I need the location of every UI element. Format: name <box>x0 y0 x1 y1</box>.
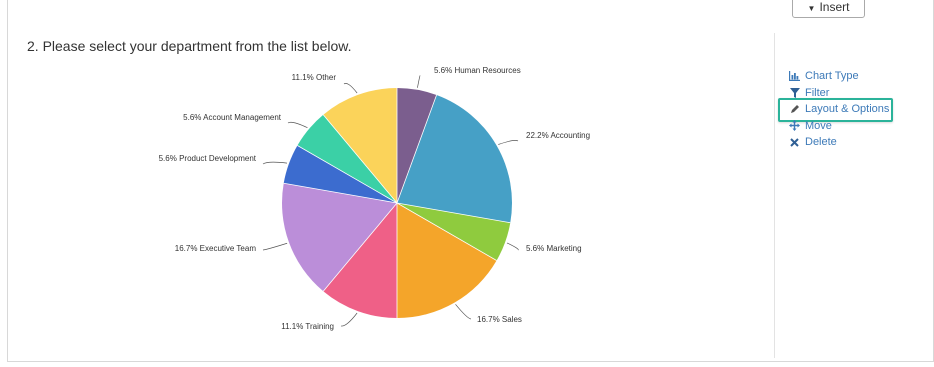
pie-slice <box>283 145 397 203</box>
slice-separator <box>322 202 398 292</box>
bar-chart-icon <box>786 71 803 82</box>
chart-options-menu: Chart Type Filter Layout & Options Move … <box>786 68 889 151</box>
slice-label: 5.6% Account Management <box>183 113 282 122</box>
leader-line <box>343 83 358 94</box>
slice-separator <box>396 94 437 204</box>
insert-label: Insert <box>819 0 850 14</box>
pie-slice <box>323 88 397 203</box>
insert-button[interactable]: ▼ Insert <box>792 0 865 18</box>
pie-slice <box>397 203 511 261</box>
filter-icon <box>786 87 803 98</box>
slice-separator <box>283 182 398 204</box>
leader-line <box>262 161 288 165</box>
menu-item-label: Filter <box>805 86 830 99</box>
leader-line <box>287 121 308 129</box>
x-icon <box>786 138 803 147</box>
slice-label: 5.6% Marketing <box>526 244 582 253</box>
pie-slice <box>297 114 397 203</box>
pie-slice <box>282 183 397 292</box>
slice-separator <box>322 114 398 204</box>
slice-label: 11.1% Other <box>292 73 337 82</box>
menu-item-label: Layout & Options <box>805 103 890 116</box>
pie-slice <box>397 88 437 203</box>
question-title: 2. Please select your department from th… <box>27 38 352 54</box>
highlight-box <box>778 98 893 122</box>
leader-line <box>498 140 519 145</box>
slice-label: 5.6% Human Resources <box>434 66 521 75</box>
slice-separator <box>297 145 398 204</box>
slice-label: 11.1% Training <box>281 322 334 331</box>
slice-label: 22.2% Accounting <box>526 131 590 140</box>
menu-item-chart-type[interactable]: Chart Type <box>786 68 889 85</box>
menu-item-label: Delete <box>805 136 837 149</box>
move-icon <box>786 120 803 132</box>
pie-slice <box>397 203 497 318</box>
menu-item-label: Chart Type <box>805 70 859 83</box>
menu-item-filter[interactable]: Filter <box>786 85 889 102</box>
slice-separator <box>396 202 497 261</box>
slice-label: 16.7% Executive Team <box>175 244 257 253</box>
leader-line <box>340 312 358 327</box>
menu-item-label: Move <box>805 119 832 132</box>
leader-line <box>262 242 288 251</box>
slice-separator <box>396 202 511 224</box>
slice-label: 16.7% Sales <box>477 315 522 324</box>
leader-line <box>455 304 472 320</box>
menu-item-delete[interactable]: Delete <box>786 134 889 151</box>
caret-down-icon: ▼ <box>807 4 816 13</box>
sidebar-divider <box>774 33 775 358</box>
pencil-icon <box>786 104 803 114</box>
leader-line <box>417 75 421 88</box>
slice-label: 5.6% Product Development <box>159 154 257 163</box>
pie-slice <box>323 203 397 318</box>
menu-item-layout-options[interactable]: Layout & Options <box>786 101 889 118</box>
menu-item-move[interactable]: Move <box>786 118 889 135</box>
leader-line <box>506 242 519 251</box>
pie-slice <box>397 95 512 223</box>
